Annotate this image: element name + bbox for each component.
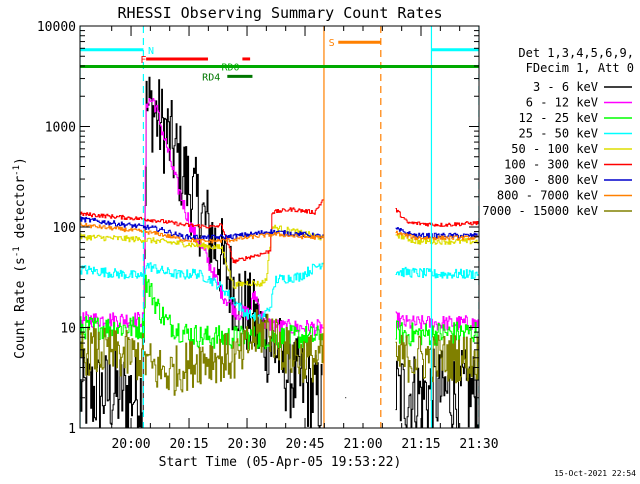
mode-label-s: S	[329, 38, 335, 49]
series-line-8-segment-2	[395, 230, 479, 241]
y-tick-label-10: 10	[60, 322, 76, 337]
y-axis-label: Count Rate (s-1 detector-1)	[12, 157, 28, 359]
legend-label-8: 800 - 7000 keV	[497, 189, 598, 203]
mode-label-f: F	[140, 55, 146, 66]
legend-label-2: 6 - 12 keV	[526, 96, 598, 110]
axes: 1 10 100 1000 10000 20:00 20:15 20:30 20:45 21:00…	[37, 20, 499, 452]
legend-label-7: 300 - 800 keV	[504, 173, 598, 187]
y-tick-label-100: 100	[53, 221, 76, 236]
x-axis-label: Start Time (05-Apr-05 19:53:22)	[159, 455, 402, 470]
x-tick-label-2030: 20:30	[227, 437, 266, 452]
legend: Det 1,3,4,5,6,9, FDecim 1, Att 0 3 - 6 k…	[482, 46, 634, 218]
x-tick-label-2115: 21:15	[401, 437, 440, 452]
legend-label-9: 7000 - 15000 keV	[482, 204, 598, 218]
y-tick-label-1000: 1000	[45, 121, 76, 136]
legend-label-4: 25 - 50 keV	[519, 127, 598, 141]
chart-title: RHESSI Observing Summary Count Rates	[117, 4, 442, 22]
series-line-8-segment-1	[80, 222, 325, 244]
series-line-4-segment-1	[80, 262, 325, 324]
legend-header-line-2: FDecim 1, Att 0	[526, 61, 634, 75]
series-line-6-segment-2	[395, 208, 479, 227]
series-line-2-segment-2	[395, 311, 479, 331]
series-line-4-segment-2	[395, 266, 479, 279]
legend-label-1: 3 - 6 keV	[533, 80, 598, 94]
timestamp-footer: 15-Oct-2021 22:54	[554, 469, 636, 478]
legend-label-5: 50 - 100 keV	[511, 142, 598, 156]
y-tick-label-10000: 10000	[37, 20, 76, 35]
x-tick-label-2000: 20:00	[111, 437, 150, 452]
series-line-7-segment-2	[395, 227, 479, 239]
series-line-3-segment-2	[395, 320, 479, 347]
legend-label-3: 12 - 25 keV	[519, 111, 598, 125]
series-line-5-segment-2	[395, 232, 479, 245]
series-line-9-segment-2	[395, 334, 479, 384]
series-line-2-segment-1	[80, 98, 325, 336]
x-tick-label-2045: 20:45	[285, 437, 324, 452]
legend-label-6: 100 - 300 keV	[504, 158, 598, 172]
legend-header-line-1: Det 1,3,4,5,6,9,	[518, 46, 634, 60]
x-tick-label-2100: 21:00	[343, 437, 382, 452]
mode-label-rd4: RD4	[202, 72, 220, 83]
series-line-3-segment-1	[80, 274, 325, 350]
series-line-9-segment-1	[80, 309, 325, 396]
mode-label-rd0: RD0	[222, 63, 240, 74]
x-tick-label-2015: 20:15	[169, 437, 208, 452]
x-tick-label-2130: 21:30	[459, 437, 498, 452]
series-line-1-segment-3	[395, 348, 479, 428]
series-line-6-segment-1	[80, 196, 325, 264]
y-tick-label-1: 1	[68, 422, 76, 437]
mode-label-n: N	[148, 46, 154, 57]
